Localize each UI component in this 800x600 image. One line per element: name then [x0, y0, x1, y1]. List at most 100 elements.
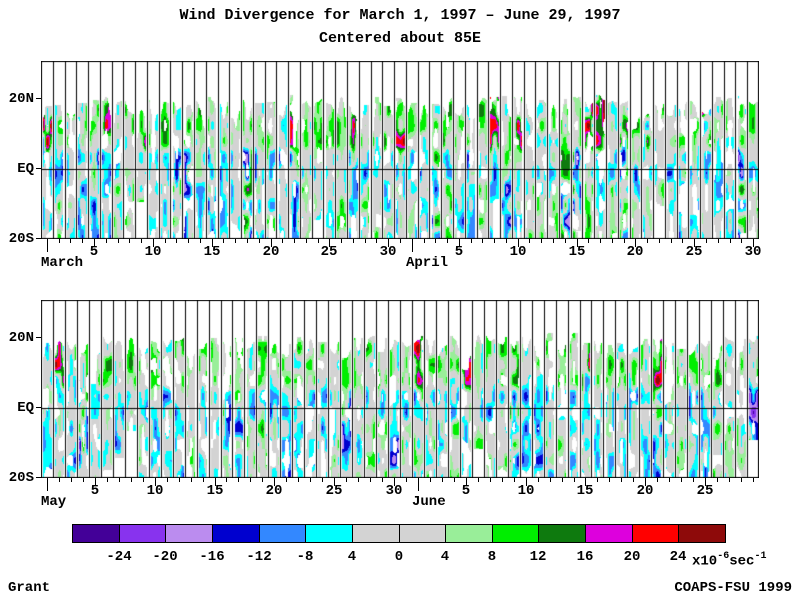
colorbar-segment	[538, 524, 586, 543]
x-axis-tick	[370, 478, 371, 482]
x-axis-day-label: 20	[636, 483, 654, 499]
x-axis-tick	[167, 478, 168, 482]
x-axis-tick	[706, 239, 707, 243]
x-axis-day-label: 25	[325, 483, 343, 499]
x-axis-tick	[179, 478, 180, 482]
x-axis-tick	[669, 478, 670, 482]
unit-base: sec	[729, 553, 755, 570]
x-axis-day-label: 5	[90, 483, 100, 499]
colorbar-segment	[352, 524, 400, 543]
x-axis-tick	[612, 239, 613, 243]
plot-title: Wind Divergence for March 1, 1997 – June…	[179, 7, 621, 24]
x-axis-day-label: 5	[89, 244, 99, 260]
x-axis-tick	[329, 239, 330, 247]
x-axis-tick	[176, 239, 177, 243]
x-axis-tick	[729, 478, 730, 482]
x-axis-tick	[657, 478, 658, 482]
x-axis-tick	[200, 239, 201, 243]
x-axis-tick	[447, 239, 448, 243]
x-axis-tick	[212, 239, 213, 247]
x-axis-tick	[215, 478, 216, 486]
x-axis-tick	[388, 239, 389, 247]
x-axis-tick	[514, 478, 515, 482]
x-axis-month-label: March	[41, 255, 84, 271]
x-axis-tick	[365, 239, 366, 243]
x-axis-day-label: 30	[744, 244, 762, 260]
x-axis-tick	[83, 478, 84, 482]
x-axis-tick	[718, 239, 719, 243]
x-axis-tick	[318, 239, 319, 243]
x-axis-tick	[659, 239, 660, 243]
colorbar-tick-label: 16	[576, 549, 594, 565]
y-axis-tick	[36, 337, 41, 338]
colorbar-segment	[119, 524, 166, 543]
x-axis-tick	[47, 478, 48, 491]
x-axis-tick	[94, 239, 95, 247]
x-axis-tick	[286, 478, 287, 482]
colorbar-segment	[399, 524, 446, 543]
x-axis-tick	[753, 239, 754, 247]
x-axis-tick	[59, 239, 60, 243]
x-axis-tick	[188, 239, 189, 243]
x-axis-tick	[95, 478, 96, 486]
x-axis-tick	[624, 239, 625, 243]
colorbar-segment	[212, 524, 260, 543]
y-axis-label: EQ	[17, 400, 34, 416]
x-axis-tick	[454, 478, 455, 482]
x-axis-tick	[635, 239, 636, 247]
colorbar-segment	[492, 524, 539, 543]
y-axis-tick	[36, 407, 41, 408]
x-axis-tick	[143, 478, 144, 482]
y-axis-label: 20N	[8, 330, 34, 346]
x-axis-tick	[621, 478, 622, 482]
x-axis-day-label: 20	[262, 244, 280, 260]
x-axis-tick	[730, 239, 731, 243]
x-axis-tick	[529, 239, 530, 243]
x-axis-tick	[107, 478, 108, 482]
x-axis-tick	[59, 478, 60, 482]
x-axis-tick	[226, 478, 227, 482]
x-axis-tick	[82, 239, 83, 243]
x-axis-tick	[223, 239, 224, 243]
x-axis-tick	[682, 239, 683, 243]
x-axis-tick	[562, 478, 563, 482]
x-axis-tick	[322, 478, 323, 482]
x-axis-tick	[47, 239, 48, 252]
x-axis-tick	[633, 478, 634, 482]
colorbar-tick-label: 4	[347, 549, 357, 565]
x-axis-tick	[353, 239, 354, 243]
x-axis-tick	[645, 478, 646, 486]
plot-subtitle: Centered about 85E	[318, 30, 482, 47]
x-axis-tick	[550, 478, 551, 482]
x-axis-day-label: 20	[626, 244, 644, 260]
x-axis-tick	[155, 478, 156, 486]
x-axis-day-label: 10	[144, 244, 162, 260]
x-axis-tick	[400, 239, 401, 243]
x-axis-tick	[741, 478, 742, 482]
x-axis-tick	[394, 478, 395, 486]
x-axis-tick	[526, 478, 527, 486]
colorbar-tick-label: -24	[106, 549, 132, 565]
x-axis-tick	[119, 478, 120, 482]
x-axis-tick	[247, 239, 248, 243]
x-axis-tick	[235, 239, 236, 243]
y-axis-label: 20S	[8, 231, 34, 247]
colorbar-tick-label: -20	[152, 549, 178, 565]
x-axis-tick	[693, 478, 694, 482]
x-axis-tick	[282, 239, 283, 243]
x-axis-tick	[71, 478, 72, 482]
credit-author: Grant	[8, 580, 51, 596]
x-axis-tick	[191, 478, 192, 482]
x-axis-tick	[358, 478, 359, 482]
y-axis-label: 20N	[8, 91, 34, 107]
x-axis-tick	[346, 478, 347, 482]
x-axis-tick	[131, 478, 132, 482]
x-axis-tick	[609, 478, 610, 482]
x-axis-tick	[585, 478, 586, 486]
x-axis-tick	[553, 239, 554, 243]
x-axis-tick	[430, 478, 431, 482]
x-axis-day-label: 10	[509, 244, 527, 260]
colorbar-segment	[678, 524, 726, 543]
x-axis-day-label: 25	[696, 483, 714, 499]
colorbar-tick-label: -12	[246, 549, 272, 565]
